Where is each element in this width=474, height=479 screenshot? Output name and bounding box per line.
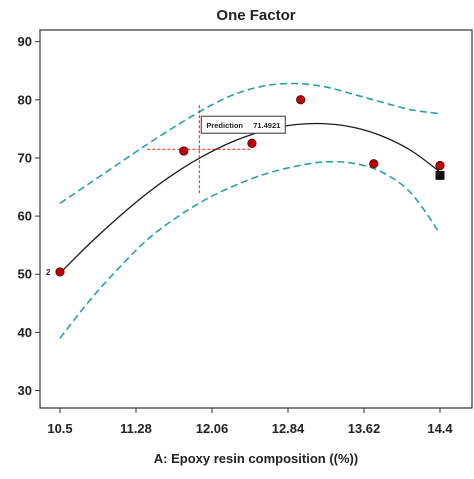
x-tick-label-0: 10.5 — [47, 421, 72, 436]
data-point-1 — [179, 146, 189, 156]
prediction-label: Prediction — [206, 121, 243, 130]
y-tick-label-2: 50 — [18, 267, 32, 282]
chart-title: One Factor — [216, 7, 295, 24]
lower-band-curve — [59, 160, 441, 339]
x-tick-label-3: 12.84 — [272, 421, 305, 436]
prediction-box — [200, 115, 286, 134]
y-tick-label-0: 30 — [18, 383, 32, 398]
x-tick-label-2: 12.06 — [196, 421, 229, 436]
design-point-square — [435, 170, 445, 180]
x-tick-label-5: 14.4 — [427, 421, 453, 436]
replicate-count-label: 2 — [46, 268, 51, 277]
y-tick-label-3: 60 — [18, 209, 32, 224]
prediction-value: 71.4921 — [253, 121, 280, 130]
data-point-3 — [296, 95, 306, 105]
data-point-5 — [435, 160, 445, 171]
plot-frame — [39, 29, 473, 409]
y-tick-label-1: 40 — [18, 325, 32, 340]
plot-area: 30 40 50 60 70 80 90 10.5 11.28 12.06 12.84 13.62 14… — [18, 29, 473, 436]
x-tick-label-4: 13.62 — [348, 421, 381, 436]
y-tick-label-6: 90 — [18, 34, 32, 49]
data-point-4 — [369, 159, 379, 169]
y-tick-label-5: 80 — [18, 92, 32, 107]
y-tick-label-4: 70 — [18, 150, 32, 165]
x-tick-label-1: 11.28 — [120, 421, 152, 436]
data-point-2 — [247, 138, 257, 148]
x-axis-label: A: Epoxy resin composition ((%)) — [154, 451, 358, 466]
fitted-curve — [59, 122, 441, 274]
upper-band-curve — [59, 82, 441, 204]
data-point-0 — [55, 267, 65, 277]
